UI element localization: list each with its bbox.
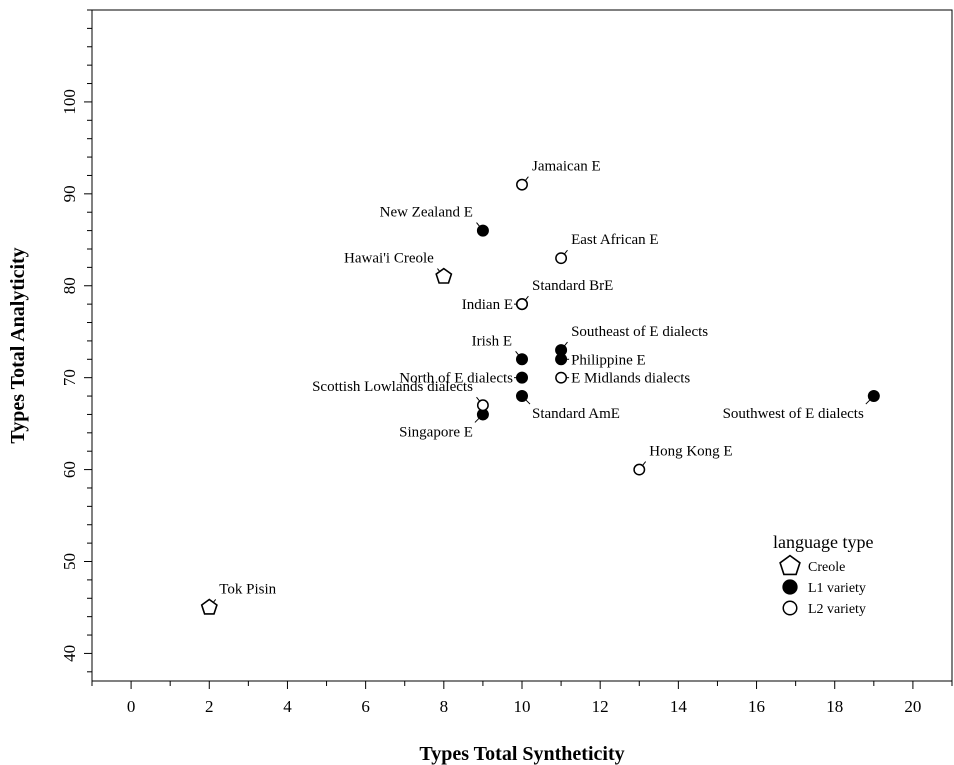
- data-point: East African E: [555, 232, 659, 265]
- data-point: Scottish Lowlands dialects: [312, 379, 489, 412]
- point-label: Southeast of E dialects: [571, 324, 708, 340]
- point-marker: [867, 390, 880, 403]
- point-label: Philippine E: [571, 352, 646, 368]
- point-marker: [516, 298, 528, 311]
- legend-entry: Creole: [779, 554, 845, 576]
- legend-label: L2 variety: [808, 602, 866, 617]
- legend-title: language type: [773, 532, 873, 552]
- x-tick-label: 12: [592, 697, 609, 716]
- data-point: North of E dialects: [399, 371, 528, 387]
- data-point: Hawai'i Creole: [344, 251, 453, 284]
- data-point: New Zealand E: [380, 205, 489, 237]
- point-label: New Zealand E: [380, 205, 473, 221]
- data-point: Philippine E: [555, 352, 646, 368]
- data-point: Irish E: [472, 333, 528, 366]
- y-tick-label: 70: [60, 369, 79, 386]
- legend-marker: [782, 600, 798, 616]
- data-point: Standard BrE: [516, 278, 613, 311]
- y-tick-label: 50: [60, 553, 79, 570]
- y-tick-label: 100: [60, 89, 79, 115]
- x-tick-label: 0: [127, 697, 136, 716]
- data-point: Standard AmE: [516, 390, 620, 422]
- legend-label: Creole: [808, 560, 845, 575]
- y-axis-title: Types Total Analyticity: [7, 247, 29, 443]
- point-marker: [200, 598, 218, 615]
- x-axis: 0 2 4 6 8 10 12 14 16 18 20: [91, 681, 953, 716]
- x-tick-label: 14: [670, 697, 688, 716]
- point-marker: [476, 399, 489, 412]
- point-marker: [516, 178, 528, 191]
- y-tick-label: 80: [60, 277, 79, 294]
- x-tick-label: 4: [283, 697, 292, 716]
- data-point: Southeast of E dialects: [555, 324, 708, 357]
- data-point: Hong Kong E: [633, 444, 733, 476]
- data-point: E Midlands dialects: [555, 371, 690, 387]
- point-label: Jamaican E: [532, 159, 601, 175]
- data-point: Indian E: [462, 297, 528, 313]
- x-tick-label: 20: [904, 697, 921, 716]
- point-label: Irish E: [472, 333, 512, 349]
- point-marker: [555, 353, 568, 366]
- data-point: Tok Pisin: [200, 581, 277, 615]
- x-tick-label: 2: [205, 697, 214, 716]
- point-label: E Midlands dialects: [571, 371, 690, 387]
- data-point: Jamaican E: [516, 159, 601, 191]
- point-label: East African E: [571, 232, 658, 248]
- legend-marker: [782, 579, 798, 595]
- y-axis: 40 50 60 70 80 90 100: [60, 9, 92, 673]
- point-marker: [476, 224, 489, 237]
- point-marker: [555, 371, 568, 384]
- x-tick-label: 8: [440, 697, 449, 716]
- point-marker: [633, 463, 646, 476]
- x-tick-label: 6: [361, 697, 370, 716]
- legend-marker: [779, 554, 801, 576]
- point-label: Hong Kong E: [649, 444, 732, 460]
- point-label: Hawai'i Creole: [344, 251, 434, 267]
- point-label: North of E dialects: [399, 371, 513, 387]
- data-points: Tok Pisin Hawai'i Creole New Zealand E Sing…: [200, 159, 880, 615]
- y-tick-label: 40: [60, 645, 79, 662]
- x-tick-label: 18: [826, 697, 843, 716]
- point-label: Standard AmE: [532, 406, 620, 422]
- y-tick-label: 90: [60, 185, 79, 202]
- legend-label: L1 variety: [808, 581, 866, 596]
- point-marker: [516, 353, 528, 366]
- point-label: Singapore E: [399, 424, 473, 440]
- x-tick-label: 10: [514, 697, 531, 716]
- point-label: Southwest of E dialects: [723, 406, 864, 422]
- point-label: Scottish Lowlands dialects: [312, 379, 473, 395]
- point-marker: [435, 267, 453, 284]
- legend: language type Creole L1 variety L2 variety: [773, 532, 873, 617]
- legend-entry: L1 variety: [782, 579, 866, 596]
- point-label: Tok Pisin: [219, 581, 276, 597]
- point-marker: [516, 371, 528, 384]
- y-tick-label: 60: [60, 461, 79, 478]
- x-axis-title: Types Total Syntheticity: [419, 743, 624, 765]
- point-label: Indian E: [462, 297, 513, 313]
- data-point: Singapore E: [399, 408, 489, 440]
- data-point: Southwest of E dialects: [723, 390, 880, 422]
- point-label: Standard BrE: [532, 278, 613, 294]
- x-tick-label: 16: [748, 697, 765, 716]
- point-marker: [516, 390, 528, 403]
- legend-entry: L2 variety: [782, 600, 866, 617]
- point-marker: [555, 252, 568, 265]
